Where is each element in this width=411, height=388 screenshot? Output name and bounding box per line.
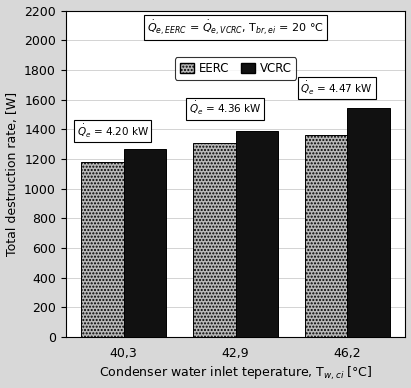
Bar xyxy=(305,135,347,337)
Bar xyxy=(124,149,166,337)
Bar xyxy=(81,162,124,337)
Text: $\dot{Q}_e$ = 4.36 kW: $\dot{Q}_e$ = 4.36 kW xyxy=(189,100,261,118)
Text: $\dot{Q}_{e,EERC}$ = $\dot{Q}_{e,VCRC}$, T$_{br,ei}$ = 20 °C: $\dot{Q}_{e,EERC}$ = $\dot{Q}_{e,VCRC}$,… xyxy=(147,19,324,37)
Text: $\dot{Q}_e$ = 4.20 kW: $\dot{Q}_e$ = 4.20 kW xyxy=(77,123,149,140)
Y-axis label: Total destruction rate, [W]: Total destruction rate, [W] xyxy=(6,92,18,256)
Legend: EERC, VCRC: EERC, VCRC xyxy=(175,57,296,80)
Bar xyxy=(347,108,390,337)
Bar xyxy=(236,131,278,337)
Text: $\dot{Q}_e$ = 4.47 kW: $\dot{Q}_e$ = 4.47 kW xyxy=(300,80,373,97)
X-axis label: Condenser water inlet teperature, T$_{w,ci}$ [°C]: Condenser water inlet teperature, T$_{w,… xyxy=(99,365,372,383)
Bar xyxy=(193,143,236,337)
